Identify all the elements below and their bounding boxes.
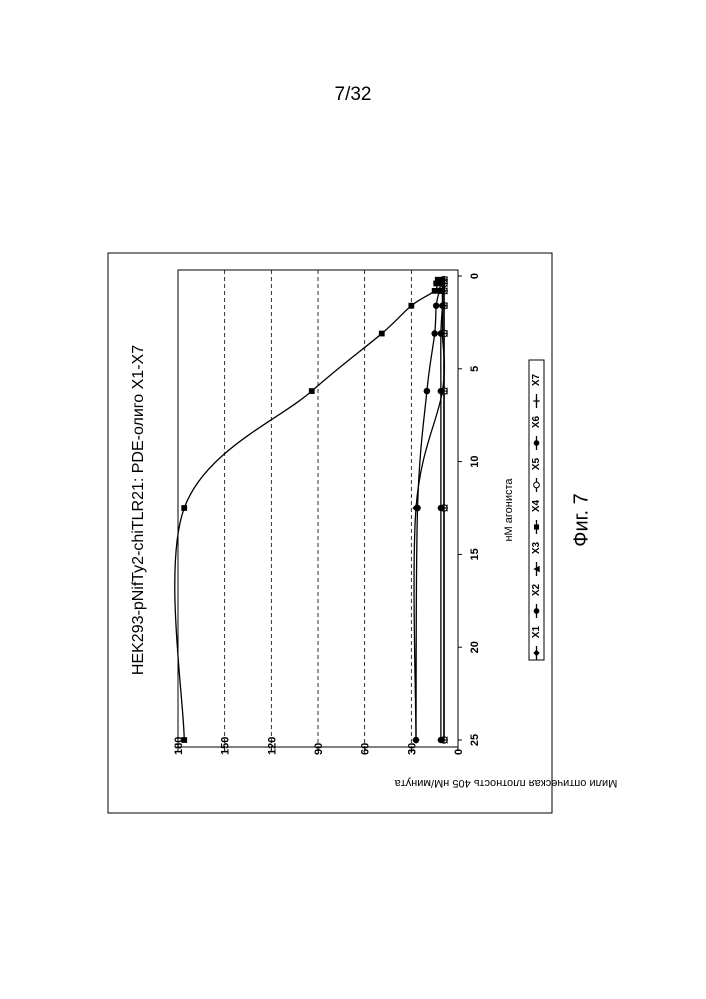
y-axis-label: Мили оптическая плотность 405 нМ/минута bbox=[394, 777, 618, 789]
legend-marker-x4 bbox=[534, 524, 539, 529]
data-point-x2 bbox=[433, 302, 439, 308]
series-layer bbox=[175, 276, 448, 743]
x-tick-label: 10 bbox=[469, 455, 481, 467]
legend-label: X1 bbox=[531, 625, 542, 638]
chart-border bbox=[108, 253, 552, 813]
legend-marker-x5 bbox=[534, 482, 540, 488]
y-tick-label: 90 bbox=[313, 743, 325, 755]
data-point-x4 bbox=[433, 281, 439, 287]
axes: 0 30 60 90 120 150 180 0 5 10 15 20 25 bbox=[173, 273, 481, 755]
x-tick-label: 20 bbox=[469, 641, 481, 653]
data-point-x4 bbox=[408, 303, 414, 309]
legend-label: X3 bbox=[531, 541, 542, 554]
y-tick-label: 60 bbox=[360, 743, 372, 755]
chart-title: HEK293-pNifTy2-chiTLR21: PDE-олиго X1-X7 bbox=[130, 345, 147, 675]
legend-label: X7 bbox=[531, 373, 542, 386]
legend-label: X6 bbox=[531, 415, 542, 428]
data-point-x2 bbox=[413, 737, 419, 743]
legend-marker-x2 bbox=[534, 608, 540, 614]
x-axis-label: нМ агониста bbox=[503, 478, 515, 542]
x-tick-label: 5 bbox=[469, 366, 481, 372]
legend-label: X2 bbox=[531, 583, 542, 596]
y-tick-label: 120 bbox=[266, 737, 278, 755]
gridlines bbox=[225, 270, 412, 747]
data-point-x2 bbox=[424, 388, 430, 394]
figure-caption: Фиг. 7 bbox=[571, 493, 594, 546]
legend-marker-x6 bbox=[534, 440, 540, 446]
series-x4 bbox=[175, 277, 441, 743]
x-tick-label: 15 bbox=[469, 548, 481, 560]
data-point-x4 bbox=[309, 388, 315, 394]
data-point-x2 bbox=[414, 505, 420, 511]
data-point-x2 bbox=[431, 330, 437, 336]
x-tick-label: 0 bbox=[469, 273, 481, 279]
y-tick-label: 0 bbox=[453, 749, 465, 755]
data-point-x4 bbox=[379, 331, 385, 337]
y-tick-label: 150 bbox=[220, 737, 232, 755]
y-tick-label: 30 bbox=[406, 743, 418, 755]
y-tick-label: 180 bbox=[173, 737, 185, 755]
series-line-x4 bbox=[175, 280, 438, 740]
data-point-x4 bbox=[181, 505, 187, 511]
legend-label: X4 bbox=[531, 499, 542, 512]
x-tick-label: 25 bbox=[469, 734, 481, 746]
data-point-x4 bbox=[432, 288, 438, 294]
legend: X1 X2 X3 X4 X5 X6 X7 bbox=[529, 360, 544, 660]
legend-label: X5 bbox=[531, 457, 542, 470]
